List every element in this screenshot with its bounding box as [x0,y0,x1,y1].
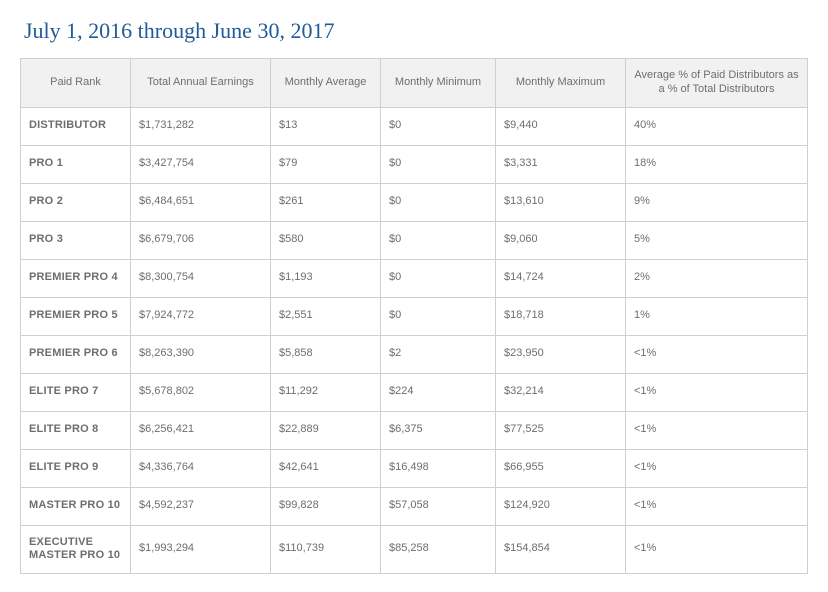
table-row: PREMIER PRO 5$7,924,772$2,551$0$18,7181% [21,297,808,335]
table-row: DISTRIBUTOR$1,731,282$13$0$9,44040% [21,107,808,145]
cell-monthly-minimum: $16,498 [381,449,496,487]
table-row: MASTER PRO 10$4,592,237$99,828$57,058$12… [21,487,808,525]
table-row: ELITE PRO 9$4,336,764$42,641$16,498$66,9… [21,449,808,487]
cell-monthly-maximum: $124,920 [496,487,626,525]
cell-percent: 1% [626,297,808,335]
table-row: ELITE PRO 8$6,256,421$22,889$6,375$77,52… [21,411,808,449]
table-row: PREMIER PRO 6$8,263,390$5,858$2$23,950<1… [21,335,808,373]
cell-monthly-minimum: $57,058 [381,487,496,525]
cell-monthly-minimum: $0 [381,145,496,183]
cell-rank: MASTER PRO 10 [21,487,131,525]
cell-monthly-minimum: $224 [381,373,496,411]
cell-monthly-minimum: $6,375 [381,411,496,449]
cell-monthly-average: $11,292 [271,373,381,411]
col-header-pct: Average % of Paid Distributors as a % of… [626,59,808,108]
cell-rank: DISTRIBUTOR [21,107,131,145]
table-row: ELITE PRO 7$5,678,802$11,292$224$32,214<… [21,373,808,411]
cell-monthly-average: $22,889 [271,411,381,449]
cell-rank: ELITE PRO 9 [21,449,131,487]
cell-rank: PREMIER PRO 5 [21,297,131,335]
cell-monthly-maximum: $77,525 [496,411,626,449]
table-header: Paid Rank Total Annual Earnings Monthly … [21,59,808,108]
cell-monthly-minimum: $0 [381,183,496,221]
cell-monthly-average: $13 [271,107,381,145]
earnings-table: Paid Rank Total Annual Earnings Monthly … [20,58,808,574]
table-row: PRO 2$6,484,651$261$0$13,6109% [21,183,808,221]
page-title: July 1, 2016 through June 30, 2017 [24,18,808,44]
cell-total: $1,993,294 [131,525,271,574]
table-row: PRO 3$6,679,706$580$0$9,0605% [21,221,808,259]
col-header-mavg: Monthly Average [271,59,381,108]
cell-rank: ELITE PRO 7 [21,373,131,411]
cell-percent: 18% [626,145,808,183]
cell-percent: <1% [626,449,808,487]
cell-monthly-maximum: $9,440 [496,107,626,145]
cell-total: $1,731,282 [131,107,271,145]
cell-monthly-average: $5,858 [271,335,381,373]
cell-total: $6,679,706 [131,221,271,259]
cell-monthly-maximum: $23,950 [496,335,626,373]
cell-rank: PRO 3 [21,221,131,259]
cell-monthly-average: $110,739 [271,525,381,574]
cell-monthly-average: $2,551 [271,297,381,335]
cell-total: $7,924,772 [131,297,271,335]
cell-total: $5,678,802 [131,373,271,411]
cell-percent: 9% [626,183,808,221]
cell-monthly-maximum: $32,214 [496,373,626,411]
cell-monthly-average: $42,641 [271,449,381,487]
cell-monthly-maximum: $154,854 [496,525,626,574]
cell-monthly-maximum: $18,718 [496,297,626,335]
cell-monthly-maximum: $3,331 [496,145,626,183]
cell-monthly-minimum: $0 [381,297,496,335]
cell-monthly-maximum: $13,610 [496,183,626,221]
table-row: PRO 1$3,427,754$79$0$3,33118% [21,145,808,183]
cell-rank: PRO 1 [21,145,131,183]
col-header-total: Total Annual Earnings [131,59,271,108]
cell-monthly-maximum: $14,724 [496,259,626,297]
cell-percent: 40% [626,107,808,145]
cell-total: $6,256,421 [131,411,271,449]
cell-total: $8,300,754 [131,259,271,297]
cell-percent: <1% [626,411,808,449]
col-header-mmin: Monthly Minimum [381,59,496,108]
cell-total: $4,592,237 [131,487,271,525]
cell-percent: <1% [626,373,808,411]
cell-percent: <1% [626,525,808,574]
cell-rank: EXECUTIVE MASTER PRO 10 [21,525,131,574]
cell-percent: 5% [626,221,808,259]
cell-monthly-minimum: $2 [381,335,496,373]
cell-total: $6,484,651 [131,183,271,221]
cell-monthly-average: $1,193 [271,259,381,297]
cell-monthly-average: $99,828 [271,487,381,525]
cell-percent: <1% [626,487,808,525]
cell-monthly-average: $580 [271,221,381,259]
col-header-mmax: Monthly Maximum [496,59,626,108]
cell-total: $4,336,764 [131,449,271,487]
table-row: EXECUTIVE MASTER PRO 10$1,993,294$110,73… [21,525,808,574]
cell-rank: PREMIER PRO 4 [21,259,131,297]
cell-monthly-average: $79 [271,145,381,183]
cell-percent: <1% [626,335,808,373]
cell-monthly-maximum: $9,060 [496,221,626,259]
cell-monthly-minimum: $0 [381,221,496,259]
cell-monthly-minimum: $0 [381,107,496,145]
cell-total: $3,427,754 [131,145,271,183]
cell-monthly-maximum: $66,955 [496,449,626,487]
cell-rank: ELITE PRO 8 [21,411,131,449]
col-header-rank: Paid Rank [21,59,131,108]
cell-monthly-average: $261 [271,183,381,221]
cell-rank: PRO 2 [21,183,131,221]
cell-monthly-minimum: $0 [381,259,496,297]
cell-monthly-minimum: $85,258 [381,525,496,574]
cell-percent: 2% [626,259,808,297]
table-body: DISTRIBUTOR$1,731,282$13$0$9,44040%PRO 1… [21,107,808,574]
cell-rank: PREMIER PRO 6 [21,335,131,373]
cell-total: $8,263,390 [131,335,271,373]
table-row: PREMIER PRO 4$8,300,754$1,193$0$14,7242% [21,259,808,297]
